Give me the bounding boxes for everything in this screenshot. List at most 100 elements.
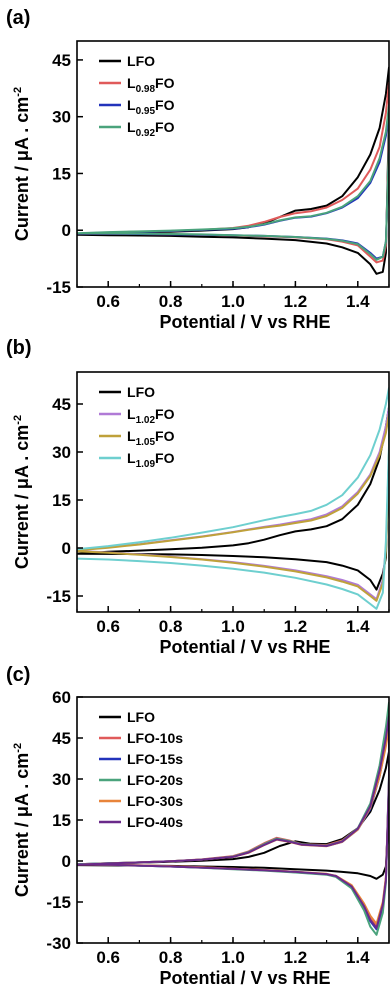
y-axis-title-sup: -2 [12, 743, 24, 753]
series-line-LFO-10s [77, 717, 389, 928]
legend-label-tail: FO [155, 119, 175, 135]
legend-label-main: LFO [127, 709, 155, 725]
chart-panel-2: (b) 0.6 0.8 1.0 1.2 1.4 -15 0 15 30 45 Potential / … [6, 337, 390, 657]
legend-label-tail: FO [155, 75, 175, 91]
y-tick-label: 45 [52, 395, 71, 414]
legend-label: LFO [127, 384, 155, 400]
legend-label: L1.05FO [127, 428, 175, 448]
plot-frame [76, 696, 390, 944]
x-tick-label: 0.6 [96, 292, 120, 311]
y-tick-label: 30 [52, 108, 71, 127]
series-line-LFO [77, 750, 389, 880]
y-tick-label: 15 [52, 491, 71, 510]
x-tick-label: 1.4 [346, 292, 370, 311]
series-line-LFO-40s [77, 715, 389, 929]
legend-label: LFO-40s [127, 814, 183, 830]
y-tick-label: 45 [52, 729, 71, 748]
x-tick-label: 1.2 [284, 617, 308, 636]
y-tick-label: 0 [62, 221, 71, 240]
y-axis-title-sup: -2 [12, 415, 24, 425]
y-tick-label: -15 [46, 893, 71, 912]
y-tick-label: 60 [52, 688, 71, 707]
x-tick-label: 1.2 [284, 292, 308, 311]
x-tick-label: 1.0 [221, 292, 245, 311]
x-axis-title: Potential / V vs RHE [159, 312, 330, 332]
y-axis-title-main: Current / μA . cm [12, 425, 32, 569]
legend-label-main: LFO-30s [127, 793, 183, 809]
x-tick-label: 0.8 [159, 292, 183, 311]
y-tick-label: 0 [62, 852, 71, 871]
legend-label: LFO-30s [127, 793, 183, 809]
legend: LFO LFO-10s LFO-15s LFO-20s LFO-30s LFO-40s [99, 709, 183, 830]
legend-label-main: L [127, 428, 136, 444]
legend-label-main: LFO-10s [127, 730, 183, 746]
legend-label-main: L [127, 53, 136, 69]
y-tick-label: 30 [52, 770, 71, 789]
legend-label-main: LFO-40s [127, 814, 183, 830]
legend-label-sub: 1.05 [136, 437, 156, 448]
x-tick-label: 0.8 [159, 617, 183, 636]
legend-label: LFO [127, 709, 155, 725]
legend-label: L1.09FO [127, 450, 175, 470]
legend-label: L0.92FO [127, 119, 175, 139]
legend-label-sub: 0.92 [136, 128, 156, 139]
y-tick-label: -30 [46, 934, 71, 953]
y-axis-title-main: Current / μA . cm [12, 753, 32, 897]
legend-label-sub: 1.02 [136, 415, 156, 426]
legend-label-main: L [127, 406, 136, 422]
legend-label-sub: 0.98 [136, 84, 156, 95]
legend-label: LFO-15s [127, 751, 183, 767]
legend-label-tail: FO [155, 450, 175, 466]
series-line-LFO-30s [77, 726, 389, 925]
y-axis-title-main: Current / μA . cm [12, 97, 32, 241]
x-tick-label: 1.0 [221, 948, 245, 967]
legend-label: L0.95FO [127, 97, 175, 117]
chart-panel-3: (c) 0.6 0.8 1.0 1.2 1.4 -30 -15 0 15 30 45 60 Potenti… [6, 664, 390, 988]
y-tick-label: 15 [52, 811, 71, 830]
legend-label-sub: 1.09 [136, 459, 156, 470]
legend-label-tail: FO [136, 384, 156, 400]
legend-label-tail: FO [155, 97, 175, 113]
x-tick-label: 1.4 [346, 948, 370, 967]
y-axis-title: Current / μA . cm-2 [12, 87, 32, 241]
panel-label: (a) [6, 7, 30, 29]
y-tick-label: 30 [52, 443, 71, 462]
legend-label-main: L [127, 97, 136, 113]
y-axis-title: Current / μA . cm-2 [12, 415, 32, 569]
legend-label-sub: 0.95 [136, 106, 156, 117]
series-line-L0.92FO [77, 104, 389, 261]
panel-label: (b) [6, 337, 32, 359]
panel-label: (c) [6, 664, 30, 686]
x-tick-label: 1.0 [221, 617, 245, 636]
x-tick-label: 0.6 [96, 948, 120, 967]
y-axis-title: Current / μA . cm-2 [12, 743, 32, 897]
legend-label: LFO [127, 53, 155, 69]
series-line-L1.09FO [77, 387, 389, 610]
legend-label-tail: FO [155, 428, 175, 444]
legend-label-main: L [127, 384, 136, 400]
series-line-LFO [77, 66, 389, 275]
x-axis-title: Potential / V vs RHE [159, 968, 330, 988]
chart-panel-1: (a) 0.6 0.8 1.0 1.2 1.4 -15 0 15 30 45 Potential / … [6, 7, 390, 332]
y-tick-label: -15 [46, 587, 71, 606]
y-tick-label: 45 [52, 51, 71, 70]
legend-label-main: L [127, 75, 136, 91]
legend-label: L0.98FO [127, 75, 175, 95]
legend-label-tail: FO [136, 53, 156, 69]
y-axis-title-sup: -2 [12, 87, 24, 97]
legend-label: LFO-10s [127, 730, 183, 746]
series-line-LFO-15s [77, 720, 389, 931]
y-tick-label: 0 [62, 539, 71, 558]
legend-label-main: L [127, 119, 136, 135]
plot-frame [76, 371, 390, 613]
plot-frame [76, 40, 390, 288]
series-line-L1.02FO [77, 406, 389, 601]
series-line-LFO-20s [77, 701, 389, 936]
series-line-L1.05FO [77, 412, 389, 602]
x-tick-label: 1.2 [284, 948, 308, 967]
legend-label-tail: FO [155, 406, 175, 422]
legend-label-main: LFO-20s [127, 772, 183, 788]
